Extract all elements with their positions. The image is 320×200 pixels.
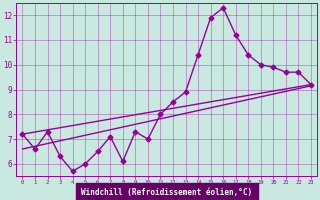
X-axis label: Windchill (Refroidissement éolien,°C): Windchill (Refroidissement éolien,°C)	[81, 188, 252, 197]
